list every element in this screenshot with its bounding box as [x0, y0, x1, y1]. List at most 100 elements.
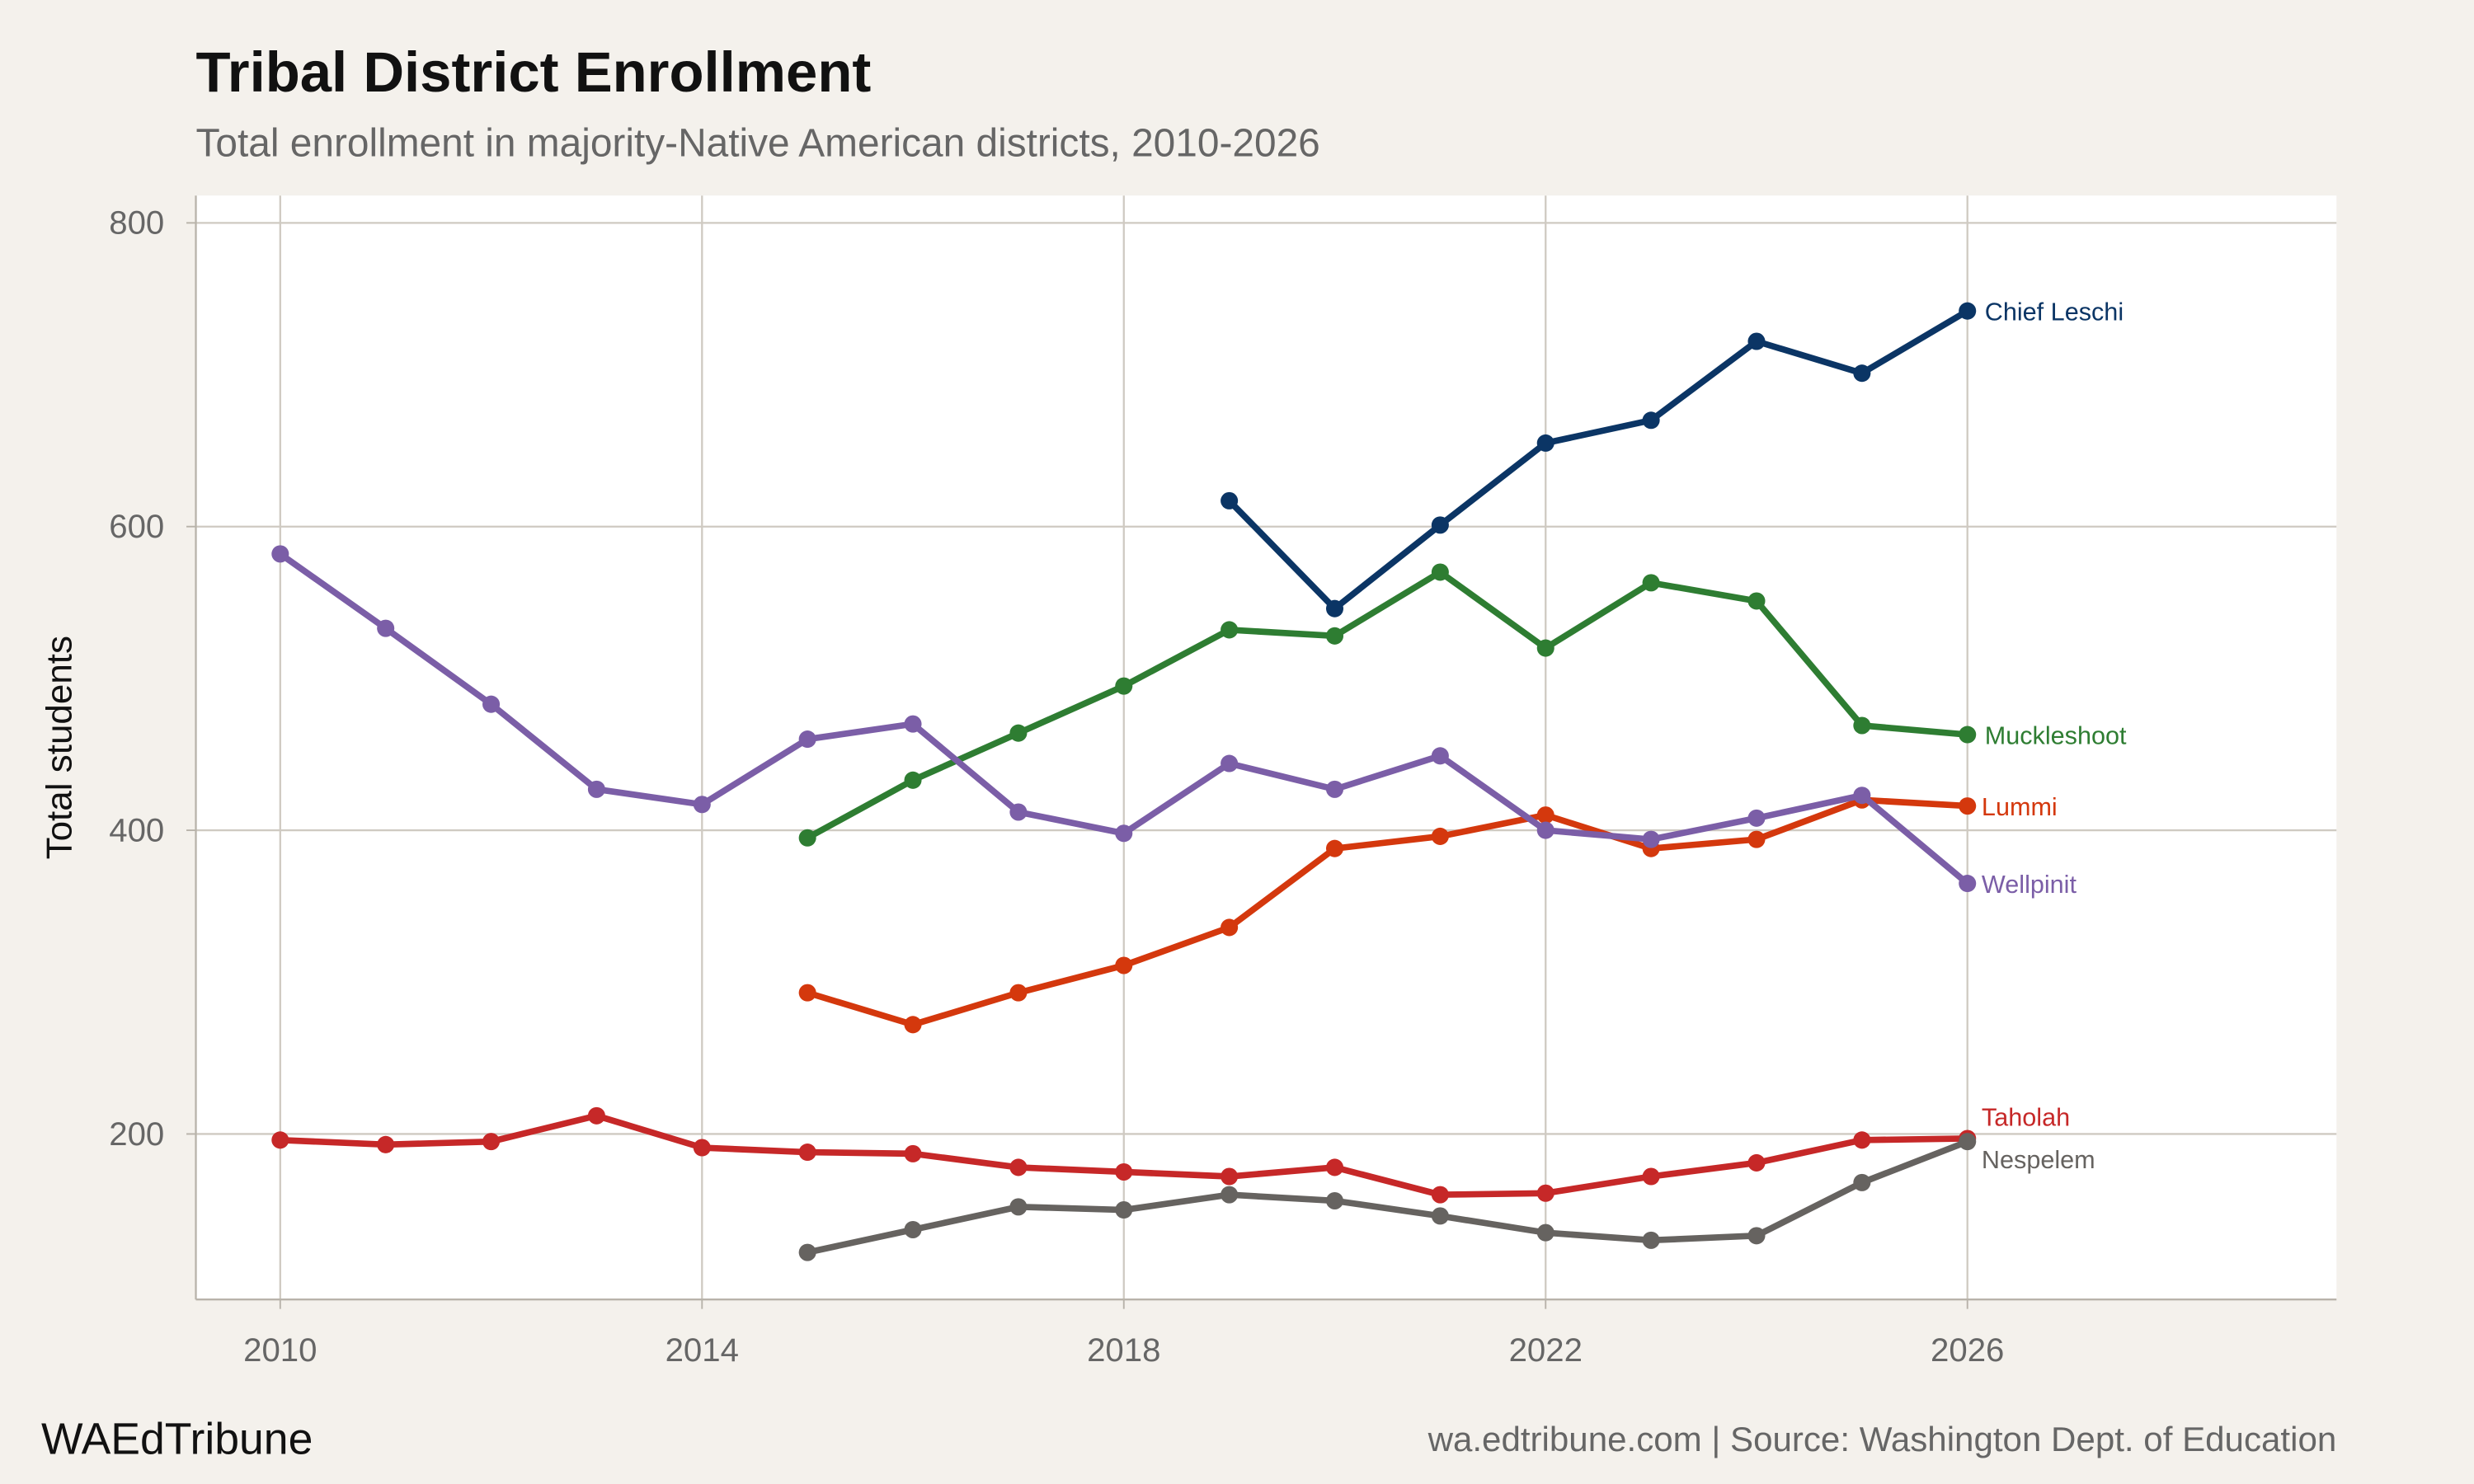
data-point-wellpinit: [587, 780, 605, 798]
data-point-wellpinit: [798, 730, 816, 749]
data-point-taholah: [482, 1133, 501, 1151]
data-point-wellpinit: [904, 715, 922, 733]
series-chief-leschi: Chief Leschi: [1221, 298, 2124, 618]
data-point-chief-leschi: [1431, 516, 1449, 534]
data-point-lummi: [1536, 806, 1554, 824]
data-point-lummi: [1747, 830, 1766, 848]
data-point-nespelem: [1853, 1173, 1871, 1191]
data-point-wellpinit: [1642, 830, 1660, 848]
data-point-wellpinit: [271, 545, 289, 563]
plot-area: [195, 195, 2337, 1300]
data-point-nespelem: [1431, 1207, 1449, 1225]
data-point-chief-leschi: [1747, 332, 1766, 350]
y-tick-label: 400: [109, 811, 164, 848]
data-point-taholah: [693, 1139, 711, 1157]
series-line-chief-leschi: [1226, 308, 1969, 612]
data-point-wellpinit: [1747, 809, 1766, 827]
data-point-lummi: [904, 1016, 922, 1034]
data-point-nespelem: [1747, 1227, 1766, 1245]
data-point-wellpinit: [693, 796, 711, 814]
data-point-taholah: [1642, 1167, 1660, 1186]
data-point-wellpinit: [1221, 754, 1239, 773]
series-muckleshoot: Muckleshoot: [798, 563, 2127, 847]
data-point-muckleshoot: [1642, 574, 1660, 592]
data-point-wellpinit: [1959, 875, 1977, 893]
data-point-chief-leschi: [1221, 491, 1239, 510]
data-point-nespelem: [1536, 1223, 1554, 1242]
series-taholah: Taholah: [271, 1104, 2070, 1204]
data-point-muckleshoot: [1115, 677, 1133, 695]
data-point-taholah: [1747, 1153, 1766, 1172]
data-point-taholah: [1325, 1158, 1344, 1176]
series-line-muckleshoot: [806, 569, 1968, 841]
x-tick-label: 2014: [666, 1331, 739, 1369]
data-point-muckleshoot: [1536, 639, 1554, 657]
brand-logo-text: WAEdTribune: [41, 1416, 313, 1464]
series-label-nespelem: Nespelem: [1982, 1146, 2095, 1174]
data-point-lummi: [1959, 797, 1977, 815]
series-label-taholah: Taholah: [1982, 1104, 2070, 1132]
data-point-lummi: [1115, 956, 1133, 974]
series-nespelem: Nespelem: [798, 1133, 2095, 1261]
series-line-lummi: [807, 796, 1968, 1028]
data-point-muckleshoot: [1431, 563, 1449, 581]
data-point-taholah: [1221, 1167, 1239, 1186]
data-point-muckleshoot: [904, 771, 922, 789]
data-point-lummi: [1009, 984, 1028, 1002]
series-label-muckleshoot: Muckleshoot: [1985, 722, 2127, 750]
series-label-chief-leschi: Chief Leschi: [1985, 298, 2124, 326]
data-point-lummi: [1325, 839, 1344, 857]
x-tick-label: 2018: [1087, 1331, 1160, 1369]
data-point-wellpinit: [377, 619, 395, 637]
data-point-chief-leschi: [1642, 411, 1660, 430]
data-point-taholah: [1853, 1131, 1871, 1149]
data-point-taholah: [798, 1144, 816, 1162]
data-point-chief-leschi: [1536, 434, 1554, 452]
data-point-nespelem: [1642, 1231, 1660, 1249]
data-point-nespelem: [904, 1220, 922, 1238]
data-point-nespelem: [1115, 1201, 1133, 1219]
data-point-muckleshoot: [1325, 627, 1344, 645]
data-point-lummi: [1431, 827, 1449, 845]
data-point-wellpinit: [1431, 747, 1449, 765]
x-tick-label: 2010: [243, 1331, 317, 1369]
data-point-chief-leschi: [1853, 364, 1871, 383]
series-label-wellpinit: Wellpinit: [1982, 871, 2077, 899]
data-point-taholah: [587, 1106, 605, 1125]
data-point-nespelem: [1959, 1133, 1977, 1151]
gridlines: [195, 195, 2337, 1300]
data-point-muckleshoot: [1221, 621, 1239, 639]
data-point-nespelem: [1009, 1198, 1028, 1216]
y-tick-label: 200: [109, 1115, 164, 1153]
series-group: Chief Leschi Muckleshoot Lummi Wellpinit Tah…: [271, 298, 2127, 1261]
data-point-lummi: [798, 984, 816, 1002]
chart-subtitle: Total enrollment in majority-Native Amer…: [196, 121, 1320, 165]
y-axis-label: Total students: [39, 636, 79, 859]
series-label-lummi: Lummi: [1982, 793, 2058, 821]
data-point-muckleshoot: [1747, 592, 1766, 610]
data-point-taholah: [1536, 1184, 1554, 1202]
data-point-muckleshoot: [798, 829, 816, 847]
data-point-wellpinit: [1853, 787, 1871, 805]
data-point-nespelem: [1221, 1186, 1239, 1204]
data-point-lummi: [1221, 918, 1239, 937]
series-wellpinit: Wellpinit: [271, 545, 2077, 899]
data-point-muckleshoot: [1009, 724, 1028, 742]
x-tick-label: 2022: [1509, 1331, 1583, 1369]
data-point-wellpinit: [1115, 824, 1133, 843]
data-point-chief-leschi: [1959, 302, 1977, 320]
data-point-muckleshoot: [1853, 716, 1871, 735]
source-note: wa.edtribune.com | Source: Washington De…: [1427, 1420, 2337, 1458]
chart-title: Tribal District Enrollment: [196, 40, 872, 104]
data-point-taholah: [1115, 1162, 1133, 1181]
series-line-nespelem: [807, 1139, 1969, 1256]
data-point-nespelem: [798, 1243, 816, 1261]
data-point-wellpinit: [482, 695, 501, 713]
x-tick-label: 2026: [1931, 1331, 2004, 1369]
data-point-wellpinit: [1536, 821, 1554, 839]
y-tick-label: 800: [109, 204, 164, 242]
data-point-chief-leschi: [1325, 599, 1344, 618]
data-point-nespelem: [1325, 1191, 1344, 1209]
data-point-wellpinit: [1009, 803, 1028, 821]
